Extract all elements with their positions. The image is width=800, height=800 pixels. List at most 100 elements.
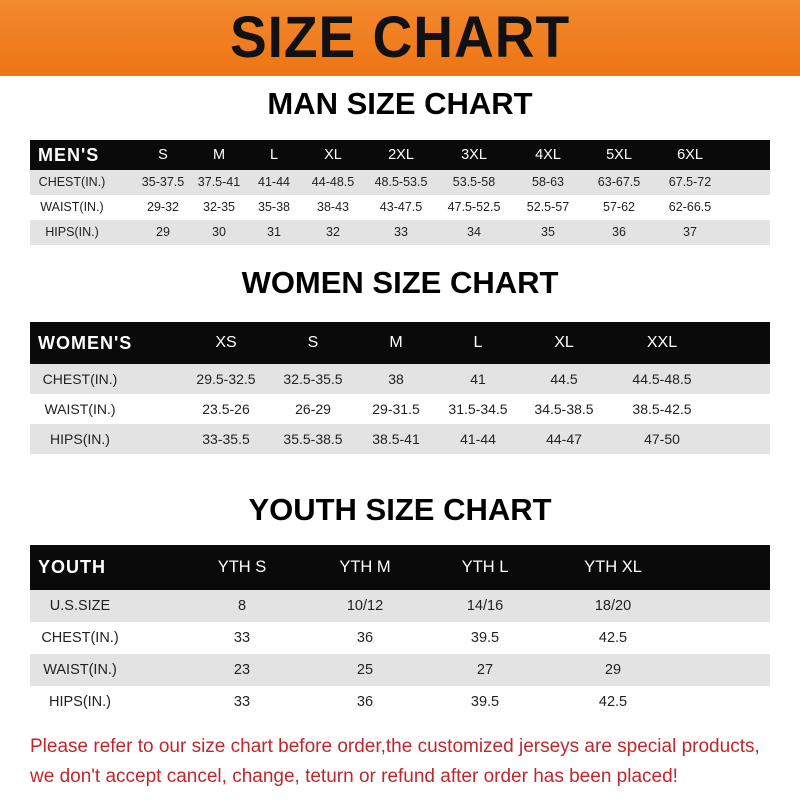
table-cell: 38 (388, 371, 404, 387)
table-cell: 37.5-41 (197, 175, 241, 189)
youth-heading: YOUTH SIZE CHART (248, 492, 552, 527)
size-header: YTH XL (584, 558, 642, 576)
row-label: CHEST(IN.) (38, 175, 106, 189)
size-header: L (473, 334, 483, 351)
table-cell: 67.5-72 (668, 175, 712, 189)
table-cell: 8 (237, 598, 247, 614)
table-cell: 34.5-38.5 (534, 401, 594, 417)
table-cell: 38.5-42.5 (632, 401, 692, 417)
table-cell: 41-44 (258, 175, 290, 189)
table-cell: 33 (233, 694, 251, 710)
table-cell: 29 (604, 662, 622, 678)
men-size-table: MEN'S S M L XL 2XL 3XL 4XL 5XL 6XL CHEST(IN.) 35-37… (30, 140, 770, 245)
size-header: L (269, 147, 279, 163)
table-cell: 37 (683, 225, 697, 239)
table-header-row: WOMEN'S XS S M L XL XXL (30, 322, 770, 364)
size-header: XXL (646, 334, 678, 351)
size-header: YTH L (461, 558, 509, 576)
size-header: YTH M (339, 558, 391, 576)
row-label: WAIST(IN.) (40, 200, 104, 214)
table-cell: 29-32 (147, 200, 179, 214)
row-label: CHEST(IN.) (41, 630, 119, 646)
row-label: WAIST(IN.) (43, 662, 117, 678)
table-header-row: YOUTH YTH S YTH M YTH L YTH XL (30, 545, 770, 590)
table-cell: 39.5 (470, 694, 500, 710)
notice-line: we don't accept cancel, change, teturn o… (30, 766, 678, 787)
table-cell: 48.5-53.5 (374, 175, 428, 189)
women-size-table: WOMEN'S XS S M L XL XXL CHEST(IN.) 29.5-32.5 32.5… (30, 322, 770, 454)
table-cell: 42.5 (598, 630, 628, 646)
size-header: 3XL (461, 147, 487, 163)
table-cell: 10/12 (346, 598, 384, 614)
table-cell: 34 (467, 225, 481, 239)
table-row: WAIST(IN.) 23.5-26 26-29 29-31.5 31.5-34.5 34… (30, 394, 770, 424)
size-header: S (158, 147, 168, 163)
page-title: SIZE CHART (229, 5, 571, 70)
table-row: U.S.SIZE 8 10/12 14/16 18/20 (30, 590, 770, 622)
order-notice: Please refer to our size chart before or… (30, 732, 790, 792)
row-label: WAIST(IN.) (44, 401, 116, 417)
table-cell: 31.5-34.5 (448, 401, 508, 417)
table-cell: 44.5-48.5 (632, 371, 692, 387)
table-cell: 47-50 (644, 431, 680, 447)
table-row: WAIST(IN.) 29-32 32-35 35-38 38-43 43-47.5 47.… (30, 195, 770, 220)
table-cell: 47.5-52.5 (447, 200, 501, 214)
size-header: M (212, 147, 226, 163)
table-cell: 57-62 (603, 200, 635, 214)
table-cell: 44-48.5 (311, 175, 355, 189)
table-cell: 36 (356, 694, 374, 710)
table-cell: 41 (470, 371, 486, 387)
table-cell: 43-47.5 (379, 200, 423, 214)
row-label: HIPS(IN.) (48, 694, 112, 710)
size-header: M (389, 334, 403, 351)
size-header: YTH S (217, 558, 267, 576)
table-cell: 35.5-38.5 (283, 431, 343, 447)
table-row: WAIST(IN.) 23 25 27 29 (30, 654, 770, 686)
table-cell: 38-43 (317, 200, 349, 214)
table-cell: 35 (541, 225, 555, 239)
table-cell: 31 (267, 225, 281, 239)
size-header: 4XL (535, 147, 561, 163)
table-cell: 58-63 (532, 175, 564, 189)
table-row: HIPS(IN.) 33-35.5 35.5-38.5 38.5-41 41-44 44-… (30, 424, 770, 454)
row-label: CHEST(IN.) (42, 371, 118, 387)
size-header: 6XL (677, 147, 703, 163)
table-row: CHEST(IN.) 35-37.5 37.5-41 41-44 44-48.5 48.5… (30, 170, 770, 195)
table-cell: 41-44 (460, 431, 496, 447)
table-cell: 44.5 (550, 371, 578, 387)
table-cell: 53.5-58 (452, 175, 496, 189)
title-banner: SIZE CHART (0, 0, 800, 76)
row-label: HIPS(IN.) (50, 431, 110, 447)
table-cell: 29 (156, 225, 170, 239)
size-header: 2XL (388, 147, 414, 163)
table-cell: 23 (233, 662, 251, 678)
table-category-label: YOUTH (38, 557, 106, 577)
table-cell: 14/16 (466, 598, 504, 614)
table-cell: 33 (394, 225, 408, 239)
table-row: CHEST(IN.) 29.5-32.5 32.5-35.5 38 41 44.5 44.5… (30, 364, 770, 394)
table-cell: 62-66.5 (668, 200, 712, 214)
table-cell: 36 (356, 630, 374, 646)
table-cell: 27 (476, 662, 494, 678)
table-header-row: MEN'S S M L XL 2XL 3XL 4XL 5XL 6XL (30, 140, 770, 170)
table-cell: 39.5 (470, 630, 500, 646)
table-category-label: MEN'S (38, 145, 100, 165)
table-cell: 52.5-57 (526, 200, 570, 214)
size-header: XS (215, 334, 237, 351)
table-cell: 35-38 (258, 200, 290, 214)
row-label: HIPS(IN.) (45, 225, 99, 239)
notice-line: Please refer to our size chart before or… (30, 736, 760, 757)
table-cell: 32 (326, 225, 340, 239)
table-cell: 29-31.5 (372, 401, 420, 417)
table-cell: 32.5-35.5 (283, 371, 343, 387)
table-cell: 18/20 (594, 598, 632, 614)
table-category-label: WOMEN'S (38, 333, 133, 353)
youth-size-table: YOUTH YTH S YTH M YTH L YTH XL U.S.SIZE 8 10/12… (30, 545, 770, 718)
table-row: HIPS(IN.) 29 30 31 32 33 34 35 36 37 (30, 220, 770, 245)
table-cell: 44-47 (546, 431, 582, 447)
size-header: S (307, 334, 319, 351)
table-cell: 29.5-32.5 (196, 371, 256, 387)
table-cell: 33 (233, 630, 251, 646)
table-cell: 38.5-41 (372, 431, 420, 447)
size-header: XL (324, 147, 342, 163)
